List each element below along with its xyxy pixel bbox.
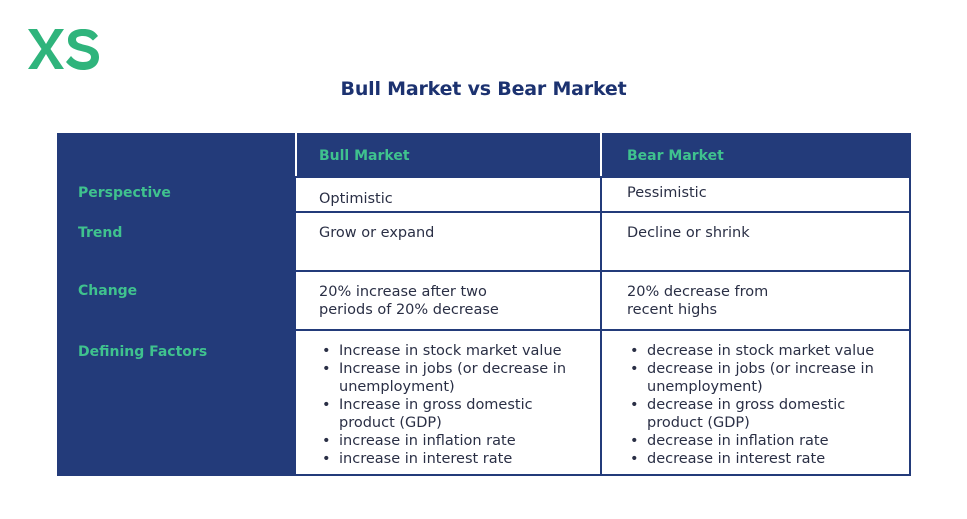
cell-bull-trend: Grow or expand xyxy=(319,225,435,241)
row-labels-column: Perspective Trend Change Defining Factor… xyxy=(57,176,296,476)
list-item: Increase in jobs (or decrease in unemplo… xyxy=(319,360,589,396)
page-title: Bull Market vs Bear Market xyxy=(340,78,627,100)
list-item: increase in inflation rate xyxy=(319,432,589,450)
xs-logo xyxy=(28,29,99,70)
row-divider xyxy=(296,211,911,213)
row-label-defining-factors: Defining Factors xyxy=(78,344,208,360)
cell-line: 20% decrease from xyxy=(627,284,769,300)
cell-line: 20% increase after two xyxy=(319,284,487,300)
cell-bear-change: 20% decrease from recent highs xyxy=(627,283,768,319)
column-header-bull: Bull Market xyxy=(319,148,410,164)
cell-bull-factors: Increase in stock market value Increase … xyxy=(319,342,589,468)
row-divider xyxy=(296,270,911,272)
cell-line: recent highs xyxy=(627,302,718,318)
cell-bear-trend: Decline or shrink xyxy=(627,225,750,241)
cell-line: periods of 20% decrease xyxy=(319,302,499,318)
row-label-perspective: Perspective xyxy=(78,185,171,201)
list-item: Increase in gross domestic product (GDP) xyxy=(319,396,589,432)
row-label-trend: Trend xyxy=(78,225,123,241)
comparison-table: Bull Market Bear Market Perspective Tren… xyxy=(57,133,911,476)
table-header xyxy=(57,133,911,176)
cell-bear-factors: decrease in stock market value decrease … xyxy=(627,342,897,468)
list-item: decrease in jobs (or increase in unemplo… xyxy=(627,360,897,396)
cell-bull-change: 20% increase after two periods of 20% de… xyxy=(319,283,499,319)
cell-bull-perspective: Optimistic xyxy=(319,191,393,207)
list-item: decrease in inflation rate xyxy=(627,432,897,450)
column-header-bear: Bear Market xyxy=(627,148,724,164)
list-item: decrease in gross domestic product (GDP) xyxy=(627,396,897,432)
header-divider xyxy=(600,133,602,176)
row-label-change: Change xyxy=(78,283,138,299)
list-item: decrease in stock market value xyxy=(627,342,897,360)
header-divider xyxy=(295,133,297,176)
list-item: increase in interest rate xyxy=(319,450,589,468)
cell-bear-perspective: Pessimistic xyxy=(627,185,707,201)
list-item: decrease in interest rate xyxy=(627,450,897,468)
list-item: Increase in stock market value xyxy=(319,342,589,360)
row-divider xyxy=(296,329,911,331)
column-divider xyxy=(600,176,602,476)
